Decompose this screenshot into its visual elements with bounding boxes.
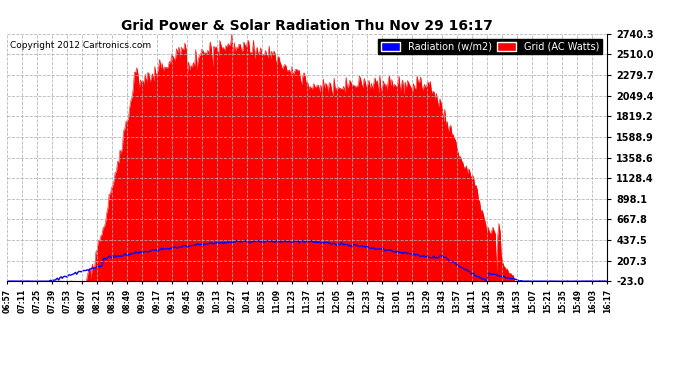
Legend: Radiation (w/m2), Grid (AC Watts): Radiation (w/m2), Grid (AC Watts) xyxy=(378,39,602,54)
Text: Copyright 2012 Cartronics.com: Copyright 2012 Cartronics.com xyxy=(10,41,151,50)
Title: Grid Power & Solar Radiation Thu Nov 29 16:17: Grid Power & Solar Radiation Thu Nov 29 … xyxy=(121,19,493,33)
